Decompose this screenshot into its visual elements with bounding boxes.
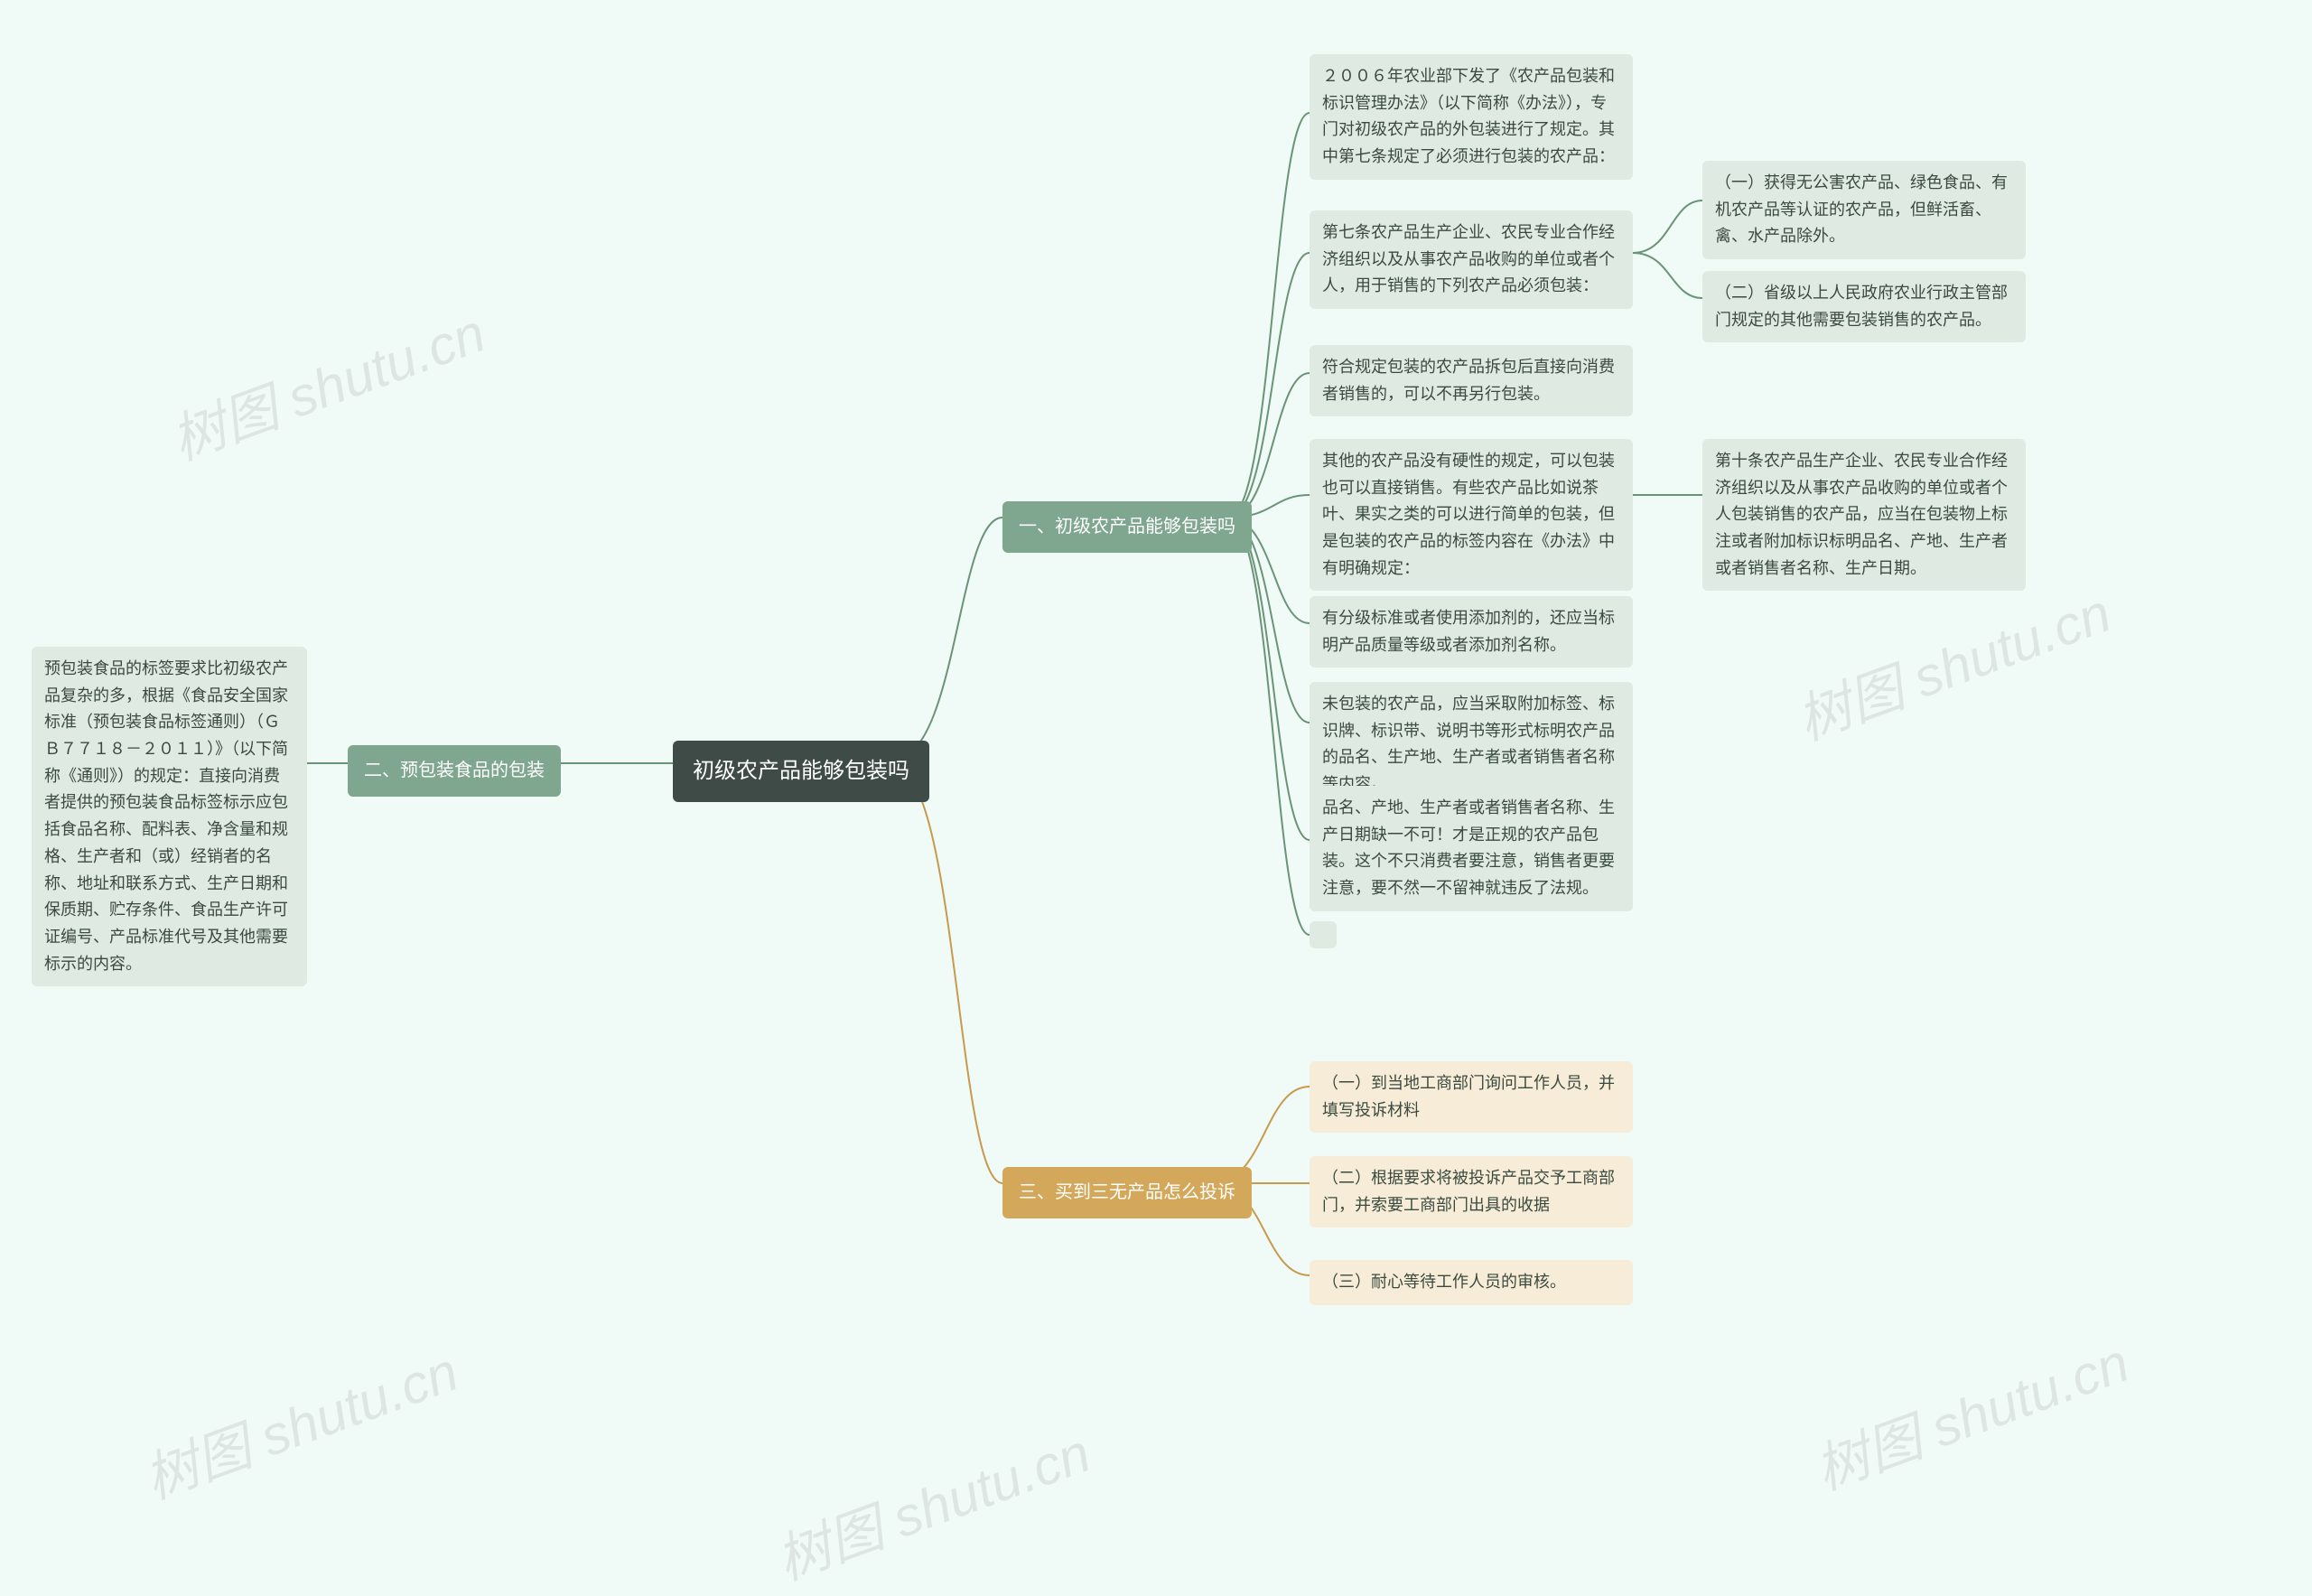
s3-item-2: （二）根据要求将被投诉产品交予工商部门，并索要工商部门出具的收据: [1310, 1156, 1633, 1227]
s1-item-8-empty: [1310, 921, 1337, 948]
s1-sub2-1: （一）获得无公害农产品、绿色食品、有机农产品等认证的农产品，但鲜活畜、禽、水产品…: [1702, 161, 2026, 259]
watermark: 树图 shutu.cn: [1803, 1319, 2138, 1505]
watermark: 树图 shutu.cn: [132, 1328, 467, 1514]
s1-item-4: 其他的农产品没有硬性的规定，可以包装也可以直接销售。有些农产品比如说茶叶、果实之…: [1310, 439, 1633, 591]
s1-item-5: 有分级标准或者使用添加剂的，还应当标明产品质量等级或者添加剂名称。: [1310, 596, 1633, 667]
watermark: 树图 shutu.cn: [1785, 569, 2120, 755]
watermark: 树图 shutu.cn: [159, 289, 494, 475]
section-1[interactable]: 一、初级农产品能够包装吗: [1002, 501, 1252, 553]
root-node[interactable]: 初级农产品能够包装吗: [673, 741, 929, 802]
s1-item-2: 第七条农产品生产企业、农民专业合作经济组织以及从事农产品收购的单位或者个人，用于…: [1310, 210, 1633, 309]
s3-item-3: （三）耐心等待工作人员的审核。: [1310, 1260, 1633, 1305]
s3-item-1: （一）到当地工商部门询问工作人员，并填写投诉材料: [1310, 1061, 1633, 1133]
section-2[interactable]: 二、预包装食品的包装: [348, 745, 561, 797]
section-2-leaf: 预包装食品的标签要求比初级农产品复杂的多，根据《食品安全国家标准（预包装食品标签…: [32, 647, 307, 986]
section-3[interactable]: 三、买到三无产品怎么投诉: [1002, 1167, 1252, 1218]
s1-sub4-1: 第十条农产品生产企业、农民专业合作经济组织以及从事农产品收购的单位或者个人包装销…: [1702, 439, 2026, 591]
s1-item-7: 品名、产地、生产者或者销售者名称、生产日期缺一不可！才是正规的农产品包装。这个不…: [1310, 786, 1633, 911]
s1-item-3: 符合规定包装的农产品拆包后直接向消费者销售的，可以不再另行包装。: [1310, 345, 1633, 416]
s1-item-1: ２００６年农业部下发了《农产品包装和标识管理办法》（以下简称《办法》），专门对初…: [1310, 54, 1633, 180]
watermark: 树图 shutu.cn: [764, 1409, 1099, 1595]
s1-sub2-2: （二）省级以上人民政府农业行政主管部门规定的其他需要包装销售的农产品。: [1702, 271, 2026, 342]
